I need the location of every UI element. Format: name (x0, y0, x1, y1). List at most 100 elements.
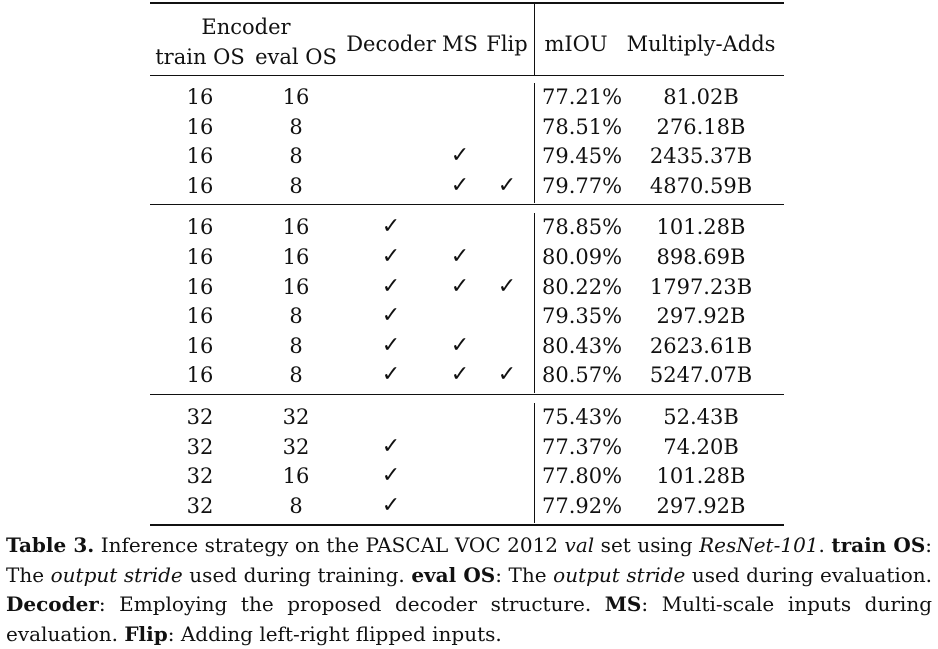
check-decoder-icon: ✓ (381, 332, 401, 358)
caption-key-decoder: Decoder (6, 592, 99, 616)
cell-eval: 16 (282, 85, 310, 109)
cell-eval: 8 (289, 114, 303, 139)
cell-train: 32 (186, 434, 214, 459)
caption-val: val (564, 533, 595, 557)
check-decoder-icon: ✓ (381, 273, 401, 299)
cell-train: 32 (186, 464, 214, 489)
caption-text: set using (594, 533, 700, 557)
check-ms-icon: ✓ (450, 362, 470, 388)
table-caption: Table 3. Inference strategy on the PASCA… (6, 531, 932, 649)
check-ms-icon: ✓ (450, 172, 470, 198)
caption-text: used during evaluation. (685, 562, 933, 587)
caption-text: Inference strategy on the PASCAL VOC 201… (94, 533, 565, 557)
caption-text: : The (495, 562, 554, 587)
caption-output-stride: output stride (553, 562, 686, 587)
caption-text: . (818, 533, 825, 557)
cell-miou: 79.35% (542, 304, 623, 329)
column-divider (534, 213, 535, 393)
cell-miou: 78.85% (542, 215, 623, 240)
caption-key-eval-os: eval OS (411, 562, 496, 587)
check-ms-icon: ✓ (450, 244, 470, 269)
caption-text: : The (6, 533, 933, 587)
header-ms: MS (442, 32, 478, 56)
caption-key-flip: Flip (124, 621, 168, 646)
check-ms-icon: ✓ (450, 143, 470, 169)
check-decoder-icon: ✓ (381, 492, 401, 518)
caption-output-stride: output stride (50, 562, 183, 587)
cell-madds: 297.92B (656, 304, 746, 329)
cell-eval: 16 (282, 274, 310, 299)
cell-madds: 52.43B (663, 405, 739, 429)
caption-key-ms: MS (604, 592, 642, 616)
header-multiply-adds: Multiply-Adds (626, 32, 776, 56)
cell-train: 16 (186, 114, 214, 139)
cell-eval: 16 (282, 464, 310, 489)
cell-madds: 101.28B (656, 464, 746, 489)
caption-text: used during training. (182, 562, 412, 587)
caption-text: : Multi-scale inputs during evaluation. (6, 592, 932, 646)
check-decoder-icon: ✓ (381, 362, 401, 388)
cell-madds: 1797.23B (649, 274, 753, 299)
cell-miou: 77.37% (542, 434, 623, 459)
cell-miou: 78.51% (542, 114, 623, 139)
cell-madds: 898.69B (656, 245, 746, 269)
cell-madds: 74.20B (663, 434, 739, 459)
check-ms-icon: ✓ (450, 273, 470, 299)
cell-eval: 32 (282, 434, 310, 459)
cell-train: 16 (186, 363, 214, 388)
header-encoder: Encoder (201, 15, 291, 39)
header-decoder: Decoder (346, 32, 436, 56)
top-rule (150, 2, 784, 4)
group-rule (150, 394, 784, 395)
group-rule (150, 204, 784, 206)
header-flip: Flip (486, 32, 528, 56)
cell-miou: 80.09% (542, 245, 623, 269)
column-divider (534, 403, 535, 524)
cell-madds: 81.02B (663, 85, 739, 109)
cell-miou: 77.21% (542, 85, 623, 109)
cell-train: 16 (186, 144, 214, 169)
cell-miou: 80.57% (542, 363, 623, 388)
cell-eval: 16 (282, 215, 310, 240)
cell-miou: 77.80% (542, 464, 623, 489)
cell-madds: 101.28B (656, 215, 746, 240)
cell-madds: 2623.61B (649, 333, 753, 358)
cell-eval: 8 (289, 333, 303, 358)
cell-eval: 8 (289, 304, 303, 329)
cell-train: 16 (186, 215, 214, 240)
cell-miou: 79.45% (542, 144, 623, 169)
header-eval-os: eval OS (255, 45, 337, 69)
bottom-rule (150, 524, 784, 527)
header-miou: mIOU (544, 32, 608, 56)
cell-train: 32 (186, 405, 214, 429)
cell-train: 16 (186, 333, 214, 358)
cell-madds: 297.92B (656, 493, 746, 518)
header-train-os: train OS (155, 45, 245, 69)
check-decoder-icon: ✓ (381, 463, 401, 489)
cell-eval: 8 (289, 144, 303, 169)
cell-madds: 5247.07B (649, 363, 753, 388)
caption-network: ResNet-101 (699, 533, 819, 557)
cell-train: 16 (186, 85, 214, 109)
cell-madds: 2435.37B (649, 144, 753, 169)
check-decoder-icon: ✓ (381, 244, 401, 269)
cell-miou: 79.77% (542, 173, 623, 198)
cell-train: 16 (186, 245, 214, 269)
cell-eval: 8 (289, 363, 303, 388)
check-decoder-icon: ✓ (381, 214, 401, 240)
caption-key-train-os: train OS (831, 533, 926, 557)
caption-text: : Employing the proposed decoder structu… (98, 592, 605, 616)
check-decoder-icon: ✓ (381, 433, 401, 459)
cell-eval: 32 (282, 405, 310, 429)
cell-eval: 8 (289, 493, 303, 518)
cell-miou: 80.43% (542, 333, 623, 358)
cell-miou: 80.22% (542, 274, 623, 299)
caption-text: : Adding left-right flipped inputs. (167, 621, 502, 646)
column-divider (534, 83, 535, 204)
cell-train: 16 (186, 274, 214, 299)
header-column-divider (534, 2, 535, 75)
check-flip-icon: ✓ (497, 172, 517, 198)
caption-label: Table 3. (6, 533, 95, 557)
cell-eval: 8 (289, 173, 303, 198)
cell-train: 16 (186, 304, 214, 329)
